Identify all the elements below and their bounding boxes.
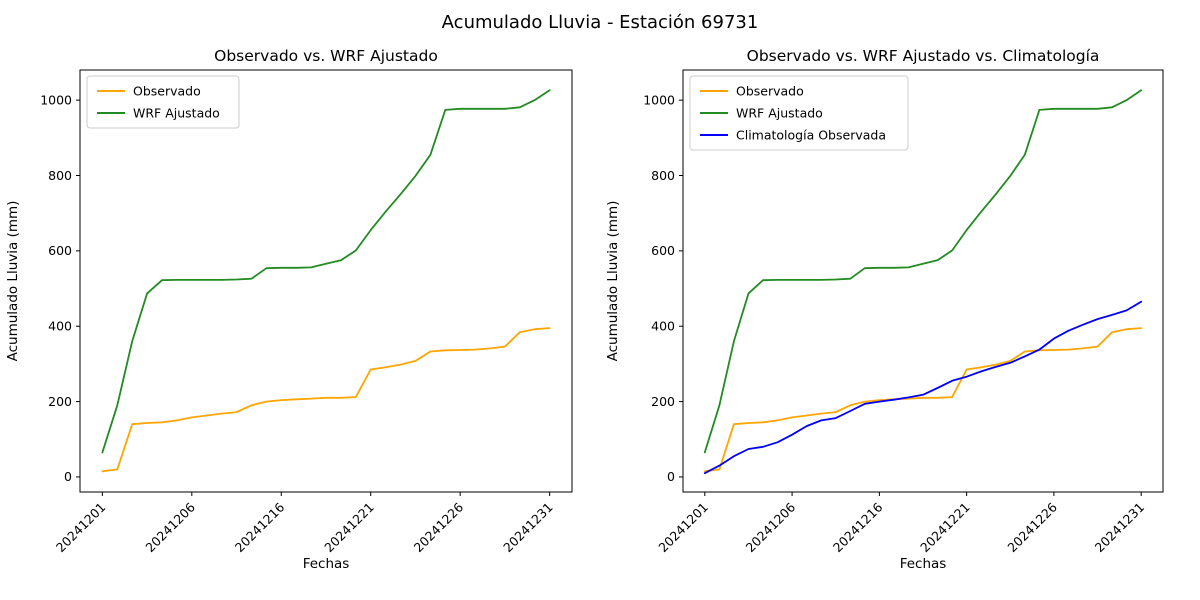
y-tick-label: 400 [48,319,72,334]
y-axis-label: Acumulado Lluvia (mm) [5,201,21,362]
x-axis-label: Fechas [900,556,947,572]
x-tick-label: 20241201 [53,500,109,556]
x-tick-label: 20241216 [232,499,288,555]
legend-label: WRF Ajustado [133,105,220,120]
plot-frame [682,69,1164,493]
x-tick-label: 20241221 [321,500,377,556]
y-tick-label: 200 [48,394,72,409]
charts-row: 0 200 400 600 800 1000 20241201 20241206 2024121… [0,45,1200,600]
series-line-wrf-ajustado [101,89,551,454]
y-tick-label: 1000 [40,92,72,107]
y-tick-label: 1000 [643,92,675,107]
series-line-observado [703,327,1143,473]
x-tick-label: 20241201 [655,500,711,556]
x-axis-label: Fechas [303,556,350,572]
x-tick-label: 20241206 [142,499,198,555]
legend-label: Climatología Observada [736,127,886,142]
x-tick-label: 20241226 [411,499,467,555]
y-tick-label: 200 [651,394,675,409]
y-tick-label: 600 [48,243,72,258]
legend-box [86,75,240,129]
y-tick-label: 0 [64,469,72,484]
figure-title: Acumulado Lluvia - Estación 69731 [441,12,759,33]
x-tick-label: 20241231 [1092,500,1148,556]
series-line-observado [101,327,551,473]
plot-frame [79,69,573,493]
series-line-climatología-observada [703,300,1143,475]
subplot-title: Observado vs. WRF Ajustado vs. Climatolo… [747,47,1100,65]
y-tick-label: 800 [651,168,675,183]
y-tick-label: 400 [651,319,675,334]
right-chart: 0 200 400 600 800 1000 20241201 20241206 2024121… [605,47,1164,572]
series-line-wrf-ajustado [703,89,1143,454]
y-tick-label: 600 [651,243,675,258]
legend-label: WRF Ajustado [736,105,823,120]
x-tick-label: 20241221 [917,500,973,556]
x-tick-label: 20241226 [1004,499,1060,555]
left-chart: 0 200 400 600 800 1000 20241201 20241206 2024121… [5,47,573,572]
subplot-title: Observado vs. WRF Ajustado [214,47,438,65]
x-tick-label: 20241216 [830,499,886,555]
y-tick-label: 800 [48,168,72,183]
x-tick-label: 20241206 [743,499,799,555]
legend-label: Observado [736,83,804,98]
y-tick-label: 0 [667,469,675,484]
legend-label: Observado [133,83,201,98]
legend-box [689,75,909,151]
x-tick-label: 20241231 [500,500,556,556]
y-axis-label: Acumulado Lluvia (mm) [605,201,621,362]
